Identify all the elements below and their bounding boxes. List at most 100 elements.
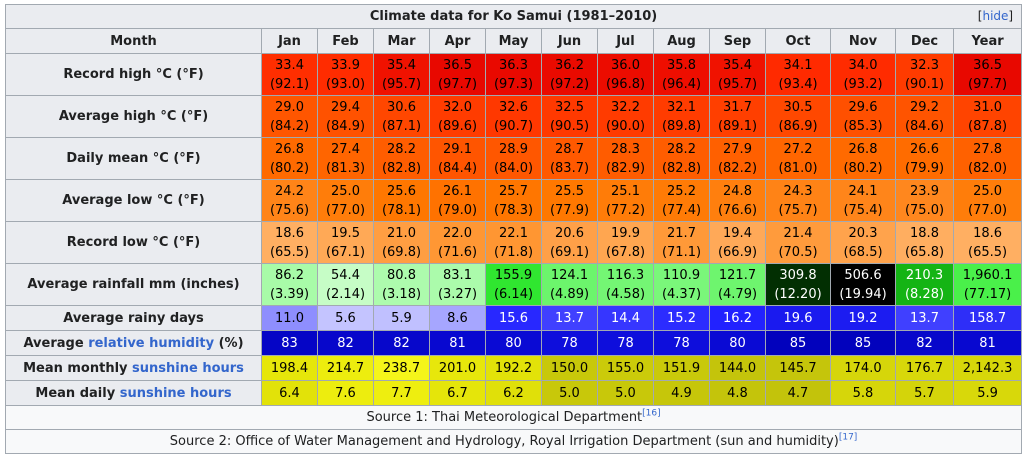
cell-secondary-value: (69.1): [549, 244, 590, 260]
reference-link[interactable]: [17]: [838, 432, 858, 443]
month-header-nov: Nov: [830, 28, 896, 54]
data-cell-sep: 19.4 (66.9): [709, 221, 766, 264]
cell-secondary-value: (4.79): [717, 286, 758, 302]
data-cell-oct: 34.1 (93.4): [765, 53, 831, 96]
cell-value: 32.2: [611, 99, 640, 115]
data-cell-feb: 5.6: [317, 305, 374, 331]
data-cell-feb: 25.0 (77.0): [317, 179, 374, 222]
source-text: Source 1: Thai Meteorological Department: [366, 410, 643, 425]
climate-table: Climate data for Ko Samui (1981–2010) [h…: [4, 4, 1023, 454]
cell-value: 5.8: [852, 385, 874, 401]
data-cell-dec: 23.9 (75.0): [895, 179, 954, 222]
cell-secondary-value: (75.4): [843, 202, 883, 218]
data-cell-nov: 26.8 (80.2): [830, 137, 896, 180]
data-cell-jan: 198.4: [261, 355, 318, 381]
cell-value: 24.1: [848, 183, 878, 199]
hide-link[interactable]: hide: [982, 9, 1009, 23]
cell-secondary-value: (85.3): [843, 118, 883, 134]
cell-secondary-value: (89.6): [437, 118, 478, 134]
cell-value: 150.0: [550, 360, 589, 376]
cell-value: 198.4: [270, 360, 309, 376]
cell-value: 36.5: [443, 57, 472, 73]
cell-value: 13.7: [910, 310, 939, 326]
cell-value: 27.4: [331, 141, 360, 157]
cell-value: 29.2: [910, 99, 939, 115]
cell-secondary-value: (90.0): [605, 118, 646, 134]
cell-secondary-value: (96.8): [605, 76, 646, 92]
cell-value: 82: [916, 335, 933, 351]
cell-value: 28.7: [555, 141, 584, 157]
cell-value: 28.3: [611, 141, 640, 157]
table-row: Mean daily sunshine hours 6.4 7.6 7.7 6.7 6.2…: [5, 380, 1023, 406]
data-cell-dec: 26.6 (79.9): [895, 137, 954, 180]
data-cell-jan: 83: [261, 330, 318, 356]
data-cell-jun: 20.6 (69.1): [541, 221, 598, 264]
cell-value: 27.9: [723, 141, 752, 157]
data-cell-dec: 176.7: [895, 355, 954, 381]
cell-value: 29.6: [848, 99, 878, 115]
cell-value: 192.2: [494, 360, 533, 376]
data-cell-jun: 5.0: [541, 380, 598, 406]
row-label-link[interactable]: sunshine hours: [132, 360, 244, 376]
cell-value: 176.7: [905, 360, 944, 376]
data-cell-jul: 155.0: [597, 355, 654, 381]
data-cell-oct: 4.7: [765, 380, 831, 406]
month-header-oct: Oct: [765, 28, 831, 54]
cell-value: 19.4: [723, 225, 752, 241]
cell-value: 18.8: [910, 225, 939, 241]
table-row: Average high °C (°F) 29.0 (84.2) 29.4 (84.9)…: [5, 95, 1023, 138]
cell-value: 31.0: [973, 99, 1003, 115]
cell-secondary-value: (4.37): [661, 286, 702, 302]
data-cell-mar: 30.6 (87.1): [373, 95, 430, 138]
cell-secondary-value: (75.0): [904, 202, 945, 218]
data-cell-aug: 78: [653, 330, 710, 356]
data-cell-nov: 19.2: [830, 305, 896, 331]
data-cell-oct: 309.8 (12.20): [765, 263, 831, 306]
data-cell-may: 22.1 (71.8): [485, 221, 542, 264]
cell-secondary-value: (76.6): [717, 202, 758, 218]
row-label-link[interactable]: sunshine hours: [119, 385, 232, 401]
cell-value: 78: [673, 335, 690, 351]
caption-text: Climate data for Ko Samui (1981–2010): [369, 9, 658, 24]
hide-toggle[interactable]: [hide]: [977, 9, 1014, 23]
data-cell-nov: 5.8: [830, 380, 896, 406]
table-row: Average rainy days 11.0 5.6 5.9 8.6 15.6 13.7 1…: [5, 305, 1023, 331]
data-cell-feb: 214.7: [317, 355, 374, 381]
data-cell-oct: 145.7: [765, 355, 831, 381]
source-cell: Source 1: Thai Meteorological Department…: [4, 405, 1023, 430]
data-cell-may: 28.9 (84.0): [485, 137, 542, 180]
data-cell-year: 25.0 (77.0): [952, 179, 1023, 222]
data-cell-jun: 32.5 (90.5): [541, 95, 598, 138]
data-cell-mar: 7.7: [373, 380, 430, 406]
data-cell-apr: 201.0: [429, 355, 486, 381]
data-cell-year: 5.9: [952, 380, 1023, 406]
data-cell-year: 158.7: [952, 305, 1023, 331]
row-label-link[interactable]: relative humidity: [88, 335, 215, 351]
cell-secondary-value: (95.7): [381, 76, 422, 92]
data-cell-jun: 25.5 (77.9): [541, 179, 598, 222]
data-cell-sep: 27.9 (82.2): [709, 137, 766, 180]
data-cell-jun: 36.2 (97.2): [541, 53, 598, 96]
data-cell-year: 36.5 (97.7): [952, 53, 1023, 96]
cell-value: 22.0: [443, 225, 472, 241]
data-cell-may: 155.9 (6.14): [485, 263, 542, 306]
data-cell-mar: 21.0 (69.8): [373, 221, 430, 264]
table-row: Record low °C (°F) 18.6 (65.5) 19.5 (67.1) 21…: [5, 221, 1023, 264]
data-cell-jan: 29.0 (84.2): [261, 95, 318, 138]
cell-value: 21.7: [667, 225, 696, 241]
data-cell-apr: 83.1 (3.27): [429, 263, 486, 306]
row-label: Average relative humidity (%): [5, 330, 262, 356]
data-cell-nov: 20.3 (68.5): [830, 221, 896, 264]
cell-value: 4.9: [671, 385, 692, 401]
cell-value: 33.4: [275, 57, 304, 73]
data-cell-mar: 5.9: [373, 305, 430, 331]
row-label-pre: Average: [23, 335, 89, 351]
data-cell-jan: 11.0: [261, 305, 318, 331]
data-cell-may: 6.2: [485, 380, 542, 406]
cell-value: 28.2: [667, 141, 696, 157]
cell-value: 124.1: [550, 267, 589, 283]
cell-value: 24.3: [783, 183, 813, 199]
reference-link[interactable]: [16]: [642, 408, 661, 419]
source-text: Source 2: Office of Water Management and…: [169, 434, 839, 449]
month-header-sep: Sep: [709, 28, 766, 54]
